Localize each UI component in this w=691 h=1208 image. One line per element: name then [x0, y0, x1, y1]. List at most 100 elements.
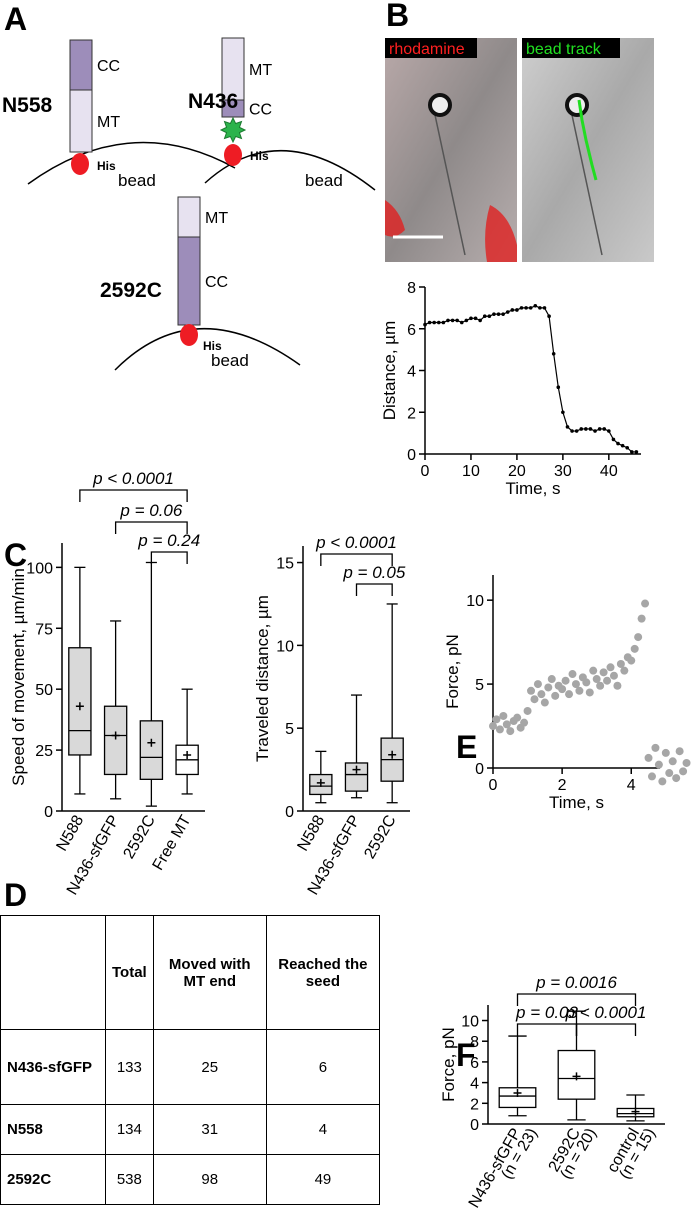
force-point	[658, 777, 667, 786]
force-point	[523, 706, 532, 715]
his-tag	[180, 324, 198, 346]
force-point	[520, 718, 529, 727]
bead-image	[565, 93, 589, 117]
y-tick-label: 10	[466, 593, 484, 610]
mean-marker	[111, 731, 120, 740]
trace-point	[528, 306, 533, 310]
trace-point	[515, 308, 519, 312]
mean-marker	[352, 765, 361, 774]
force-point	[537, 690, 546, 699]
y-tick-label: 0	[44, 804, 53, 821]
y-tick-label: 6	[470, 1055, 479, 1072]
x-axis-label: Time, s	[505, 479, 560, 498]
trace-point	[450, 318, 455, 323]
mean-marker	[183, 750, 192, 759]
row-header: N558	[0, 1104, 106, 1155]
trace-point	[533, 303, 538, 308]
domain-segment	[69, 39, 93, 91]
surface-label: bead	[211, 351, 249, 370]
force-point	[627, 656, 636, 665]
panel-label: C	[4, 537, 27, 573]
cell: 98	[152, 1154, 267, 1205]
microtubule	[434, 114, 466, 256]
segment-label: MT	[97, 114, 120, 131]
force-point	[506, 727, 515, 736]
force-point	[571, 680, 580, 689]
force-point	[651, 743, 660, 752]
y-axis-label: Force, pN	[439, 1027, 458, 1102]
y-tick-label: 15	[276, 556, 294, 573]
y-axis-label: Traveled distance, µm	[253, 595, 272, 762]
trace-point	[469, 316, 473, 321]
x-tick-label: N588	[294, 812, 328, 854]
trace-point	[602, 427, 607, 431]
construct-name: N558	[2, 94, 53, 117]
construct-name: N436	[188, 90, 238, 113]
trace-point	[584, 427, 588, 431]
force-point	[647, 772, 656, 781]
header-cell: Moved with MT end	[152, 915, 267, 1030]
trace-point	[570, 429, 574, 433]
force-point	[620, 666, 629, 675]
tag-label: His	[250, 149, 269, 163]
trace-point	[432, 320, 436, 325]
trace-point	[441, 320, 446, 325]
force-point	[679, 767, 688, 776]
table-header: Total Moved with MT end Reached the seed	[0, 915, 381, 1030]
trace-point	[464, 318, 469, 323]
trace-point	[482, 314, 487, 319]
trace-point	[510, 308, 515, 312]
segment-label: MT	[249, 62, 272, 79]
his-tag	[71, 153, 89, 175]
trace-point	[478, 318, 482, 323]
table-corner	[0, 915, 106, 1030]
trace-point	[611, 437, 616, 442]
segment-label: MT	[205, 210, 228, 227]
bead-surface	[204, 149, 376, 191]
panel-label: A	[4, 1, 27, 37]
x-tick-label: 20	[508, 463, 526, 480]
mean-marker	[572, 1072, 581, 1081]
y-tick-label: 5	[285, 721, 294, 738]
cell: 134	[105, 1104, 154, 1155]
header-cell: Reached the seed	[265, 915, 381, 1030]
force-point	[492, 715, 501, 724]
force-point	[544, 683, 553, 692]
p-value: p = 0.0016	[535, 973, 617, 992]
force-point	[634, 633, 643, 642]
trace-point	[551, 352, 556, 356]
trace-point	[565, 425, 570, 429]
row-header: N436-sfGFP	[0, 1029, 106, 1105]
trace-point	[625, 445, 630, 450]
x-tick-label: 0	[421, 463, 430, 480]
x-tick-label: 2592C	[121, 813, 159, 862]
force-point	[672, 774, 681, 783]
construct-name: 2592C	[100, 279, 162, 302]
y-tick-label: 5	[475, 677, 484, 694]
mean-marker	[388, 750, 397, 759]
significance-bracket	[516, 993, 637, 1006]
significance-bracket	[79, 489, 188, 502]
trace-point	[492, 312, 496, 316]
force-point	[682, 758, 691, 767]
mean-marker	[147, 738, 156, 747]
force-point	[641, 599, 650, 608]
trace-point	[574, 429, 579, 433]
y-tick-label: 8	[470, 1034, 479, 1051]
p-value: p = 0.05	[342, 563, 405, 582]
y-tick-label: 10	[276, 638, 294, 655]
box	[344, 762, 369, 792]
panel-label: E	[456, 729, 477, 765]
trace-point	[473, 316, 478, 321]
domain-segment	[69, 89, 93, 153]
trace-point	[459, 320, 464, 325]
force-point	[606, 663, 615, 672]
force-point	[495, 725, 504, 734]
x-tick-label: 4	[627, 777, 636, 794]
segment-label: CC	[205, 274, 228, 291]
trace-point	[616, 441, 620, 446]
force-point	[637, 614, 646, 623]
trace-point	[446, 318, 450, 323]
y-tick-label: 2	[407, 405, 416, 422]
